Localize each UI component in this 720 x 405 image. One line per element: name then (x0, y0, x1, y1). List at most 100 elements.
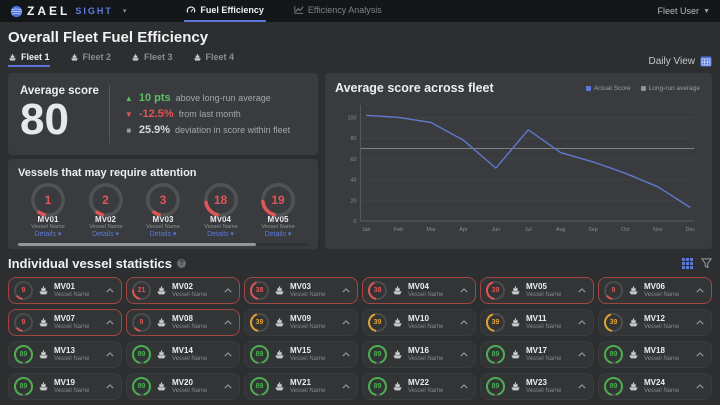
vessel-name: MV07 (54, 315, 75, 324)
vessel-subtitle: Vessel Name (54, 291, 90, 298)
fleet-tab-3[interactable]: Fleet 3 (131, 52, 173, 67)
details-link[interactable]: Details ▾ (149, 231, 177, 238)
chevron-up-icon[interactable] (460, 288, 468, 293)
chevron-up-icon[interactable] (342, 320, 350, 325)
tab-label: Fuel Efficiency (200, 5, 264, 15)
vessel-card[interactable]: 38 MV04 Vessel Name (362, 277, 476, 304)
info-icon[interactable]: ? (177, 259, 187, 268)
vessel-card[interactable]: 89 MV15 Vessel Name (244, 341, 358, 368)
vessel-card[interactable]: 89 MV16 Vessel Name (362, 341, 476, 368)
vessel-subtitle: Vessel Name (526, 355, 562, 362)
chevron-up-icon[interactable] (460, 320, 468, 325)
vessel-card[interactable]: 38 MV03 Vessel Name (244, 277, 358, 304)
calendar-icon (700, 56, 712, 67)
chevron-up-icon[interactable] (696, 384, 704, 389)
user-menu[interactable]: Fleet User ▼ (658, 6, 710, 16)
vessel-card[interactable]: 89 MV19 Vessel Name (8, 373, 122, 400)
chevron-up-icon[interactable] (106, 288, 114, 293)
brand-chevron-down-icon[interactable]: ▾ (122, 8, 127, 15)
details-link[interactable]: Details ▾ (264, 231, 292, 238)
chevron-up-icon[interactable] (696, 320, 704, 325)
vessel-subtitle: Vessel Name (644, 387, 680, 394)
vessel-info: MV24 Vessel Name (644, 379, 679, 394)
vessel-card[interactable]: 9 MV07 Vessel Name (8, 309, 122, 336)
chevron-up-icon[interactable] (106, 320, 114, 325)
vessel-name: MV04 (210, 215, 231, 224)
fleet-tab-2[interactable]: Fleet 2 (70, 52, 111, 67)
vessel-card[interactable]: 89 MV17 Vessel Name (480, 341, 594, 368)
legend-item[interactable]: Actual Score (585, 85, 631, 92)
vessel-card[interactable]: 89 MV14 Vessel Name (126, 341, 240, 368)
legend-item[interactable]: Long-run average (640, 85, 700, 92)
details-link[interactable]: Details ▾ (207, 231, 234, 238)
tab-fuel-efficiency[interactable]: Fuel Efficiency (184, 0, 266, 22)
fleet-tab-1[interactable]: Fleet 1 (8, 52, 50, 67)
vessel-card[interactable]: 89 MV22 Vessel Name (362, 373, 476, 400)
gauge-ring (604, 377, 623, 396)
vessel-card[interactable]: 9 MV06 Vessel Name (598, 277, 712, 304)
svg-text:Dec: Dec (686, 227, 696, 233)
vessel-card[interactable]: 89 MV20 Vessel Name (126, 373, 240, 400)
vessel-card[interactable]: 39 MV10 Vessel Name (362, 309, 476, 336)
vessel-gauge: 89 (604, 345, 623, 364)
gauge-ring (250, 313, 269, 332)
brand-logo[interactable]: ZAEL SIGHT ▾ (10, 4, 126, 18)
vessel-card[interactable]: 39 MV09 Vessel Name (244, 309, 358, 336)
chevron-down-icon: ▾ (57, 231, 62, 238)
chevron-up-icon[interactable] (106, 384, 114, 389)
chevron-up-icon[interactable] (460, 352, 468, 357)
chevron-up-icon[interactable] (106, 352, 114, 357)
chevron-up-icon[interactable] (578, 352, 586, 357)
chevron-up-icon[interactable] (342, 384, 350, 389)
vessel-score: 89 (373, 351, 382, 358)
ship-icon (39, 350, 48, 359)
chevron-up-icon[interactable] (578, 288, 586, 293)
fleet-tabs-row: Fleet 1 Fleet 2 Fleet 3 Fleet 4 Daily Vi… (8, 52, 712, 67)
chevron-up-icon[interactable] (696, 288, 704, 293)
vessel-info: MV06 Vessel Name (644, 283, 679, 298)
ship-icon (193, 53, 201, 61)
vessel-card[interactable]: 39 MV11 Vessel Name (480, 309, 594, 336)
attention-vessel: 1 MV01 Vessel Name Details ▾ (20, 183, 76, 238)
gauge-ring (368, 281, 387, 300)
vessel-gauge: 89 (604, 377, 623, 396)
legend-swatch (585, 86, 591, 91)
vessel-subtitle: Vessel Name (408, 355, 444, 362)
view-selector[interactable]: Daily View (649, 55, 713, 67)
grid-view-icon[interactable] (682, 258, 693, 269)
chevron-up-icon[interactable] (342, 288, 350, 293)
vessel-info: MV21 Vessel Name (290, 379, 325, 394)
fleet-tab-4[interactable]: Fleet 4 (193, 52, 234, 67)
vessel-card[interactable]: 39 MV05 Vessel Name (480, 277, 594, 304)
vessel-card[interactable]: 9 MV08 Vessel Name (126, 309, 240, 336)
vessel-card[interactable]: 89 MV18 Vessel Name (598, 341, 712, 368)
filter-icon[interactable] (701, 258, 712, 269)
vessel-card[interactable]: 89 MV24 Vessel Name (598, 373, 712, 400)
chevron-up-icon[interactable] (224, 384, 232, 389)
chevron-up-icon[interactable] (460, 384, 468, 389)
chevron-up-icon[interactable] (578, 384, 586, 389)
tab-efficiency-analysis[interactable]: Efficiency Analysis (292, 0, 384, 22)
vessel-subtitle: Vessel Name (644, 291, 680, 298)
vessel-card[interactable]: 89 MV13 Vessel Name (8, 341, 122, 368)
vessel-card[interactable]: 9 MV01 Vessel Name (8, 277, 122, 304)
chevron-up-icon[interactable] (578, 320, 586, 325)
chevron-up-icon[interactable] (224, 288, 232, 293)
details-link[interactable]: Details ▾ (34, 231, 62, 238)
vessel-card[interactable]: 89 MV21 Vessel Name (244, 373, 358, 400)
chevron-up-icon[interactable] (696, 352, 704, 357)
vessel-card[interactable]: 21 MV02 Vessel Name (126, 277, 240, 304)
vessel-card[interactable]: 39 MV12 Vessel Name (598, 309, 712, 336)
chevron-up-icon[interactable] (224, 320, 232, 325)
vessel-subtitle: Vessel Name (172, 323, 208, 330)
vessel-info: MV12 Vessel Name (644, 315, 679, 330)
vessel-gauge: 9 (14, 281, 33, 300)
gauge-ring (146, 183, 180, 217)
chevron-up-icon[interactable] (224, 352, 232, 357)
vessel-name: MV18 (644, 347, 665, 356)
chevron-up-icon[interactable] (342, 352, 350, 357)
vessel-card[interactable]: 89 MV23 Vessel Name (480, 373, 594, 400)
ship-icon (511, 318, 520, 327)
details-link[interactable]: Details ▾ (92, 231, 119, 238)
scrollbar-thumb[interactable] (18, 243, 256, 246)
